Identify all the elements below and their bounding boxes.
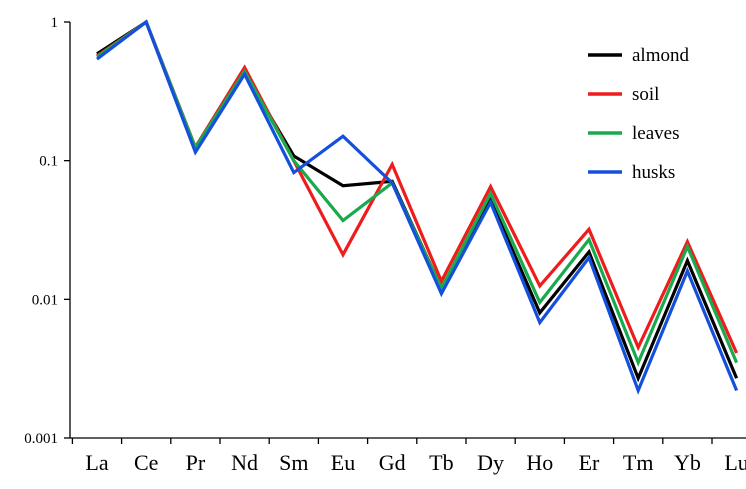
x-tick-label: Dy [477,450,504,475]
x-tick-label: Er [579,450,600,475]
series-line-leaves [96,19,739,367]
series-line-soil [96,19,739,354]
x-tick-label: Yb [674,450,701,475]
y-tick-label: 0.1 [39,154,58,170]
x-tick-label: Pr [186,450,206,475]
y-tick-label: 0.001 [24,431,58,447]
series-lines [96,19,739,395]
x-tick-label: La [85,450,108,475]
y-tick-label: 0.01 [32,292,58,308]
legend: almond soil leaves husks [588,45,689,183]
axes: 1 0.1 0.01 0.001 La Ce Pr Nd Sm Eu Gd Tb Dy Ho Er Tm Yb L… [24,15,746,475]
x-tick-label: Ce [134,450,158,475]
x-tick-label: Lu [724,450,746,475]
x-tick-label: Tm [623,450,654,475]
x-tick-label: Gd [379,450,406,475]
legend-label-almond: almond [632,45,689,66]
series-line-almond [96,19,739,383]
legend-label-husks: husks [632,162,675,183]
legend-label-leaves: leaves [632,123,679,144]
y-tick-label: 1 [51,15,59,31]
x-tick-label: Ho [526,450,553,475]
x-tick-label: Eu [331,450,355,475]
x-tick-label: Nd [231,450,258,475]
legend-label-soil: soil [632,84,659,105]
x-tick-label: Sm [279,450,308,475]
series-line-husks [96,19,739,395]
x-tick-label: Tb [429,450,453,475]
